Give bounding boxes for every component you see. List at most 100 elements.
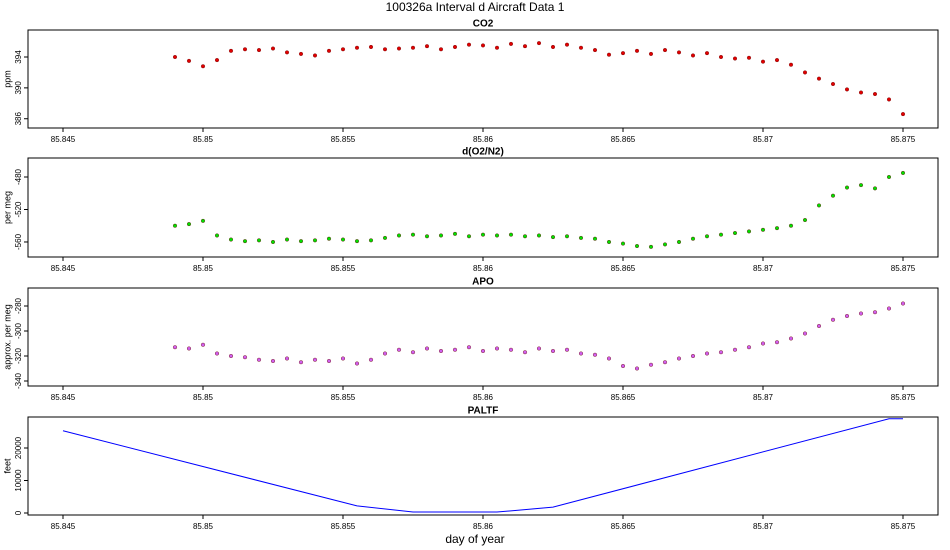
point [887,97,892,102]
point [845,185,850,190]
point [228,48,233,53]
y-tick-label: -520 [14,201,23,218]
y-tick-label: 20000 [14,436,23,459]
point [607,239,612,244]
point [467,42,472,47]
x-tick-label: 85.845 [51,135,76,144]
point [271,239,276,244]
x-tick-label: 85.85 [193,522,214,531]
x-tick-label: 85.86 [473,135,494,144]
x-tick-label: 85.87 [753,135,774,144]
point [509,41,514,46]
point [873,310,878,315]
point [775,340,780,345]
point [271,359,276,364]
point [481,232,486,237]
point [214,58,219,63]
plot-frame [27,157,939,258]
x-tick-label: 85.85 [193,393,214,402]
point [537,41,542,46]
point [733,347,738,352]
point [579,235,584,240]
point [649,362,654,367]
x-tick-label: 85.865 [611,522,636,531]
point [551,235,556,240]
x-tick-label: 85.86 [473,264,494,273]
point [285,50,290,55]
point [551,44,556,49]
point [537,233,542,238]
x-axis-label: day of year [445,532,504,546]
x-tick-label: 85.875 [891,522,916,531]
x-tick-label: 85.875 [891,393,916,402]
point [719,350,724,355]
point [271,46,276,51]
point [831,317,836,322]
point [425,44,430,49]
point [383,235,388,240]
x-tick-label: 85.87 [753,393,774,402]
point [649,51,654,56]
panel-title: d(O2/N2) [462,147,504,158]
point [327,48,332,53]
y-tick-label: -300 [14,322,23,339]
point [593,236,598,241]
point [411,45,416,50]
point [691,53,696,58]
point [691,236,696,241]
point [242,239,247,244]
point [747,345,752,350]
point [677,356,682,361]
y-tick-label: -480 [14,168,23,185]
point [705,351,710,356]
point [859,90,864,95]
point [817,76,822,81]
line [62,418,903,513]
x-tick-label: 85.855 [331,135,356,144]
point [439,233,444,238]
y-axis-label: feet [2,458,12,474]
point [200,218,205,223]
point [327,236,332,241]
point [200,64,205,69]
panel-title: CO2 [473,19,494,30]
point [663,360,668,365]
y-tick-label: -280 [14,297,23,314]
point [299,239,304,244]
point [355,45,360,50]
point [859,183,864,188]
point [242,47,247,52]
point [887,175,892,180]
point [565,42,570,47]
point [214,351,219,356]
y-tick-label: -560 [14,233,23,250]
point [411,232,416,237]
point [635,366,640,371]
x-tick-label: 85.86 [473,522,494,531]
point [172,55,177,60]
point [789,62,794,67]
point [186,58,191,63]
point [355,239,360,244]
point [425,346,430,351]
plot-frame [27,416,939,516]
point [859,311,864,316]
point [523,44,528,49]
point [228,237,233,242]
point [313,357,318,362]
point [635,48,640,53]
point [817,203,822,208]
point [901,301,906,306]
point [873,186,878,191]
point [677,50,682,55]
point [200,342,205,347]
point [425,234,430,239]
point [789,223,794,228]
point [901,170,906,175]
point [257,48,262,53]
point [691,354,696,359]
point [677,239,682,244]
x-tick-label: 85.875 [891,264,916,273]
x-tick-label: 85.86 [473,393,494,402]
point [719,55,724,60]
